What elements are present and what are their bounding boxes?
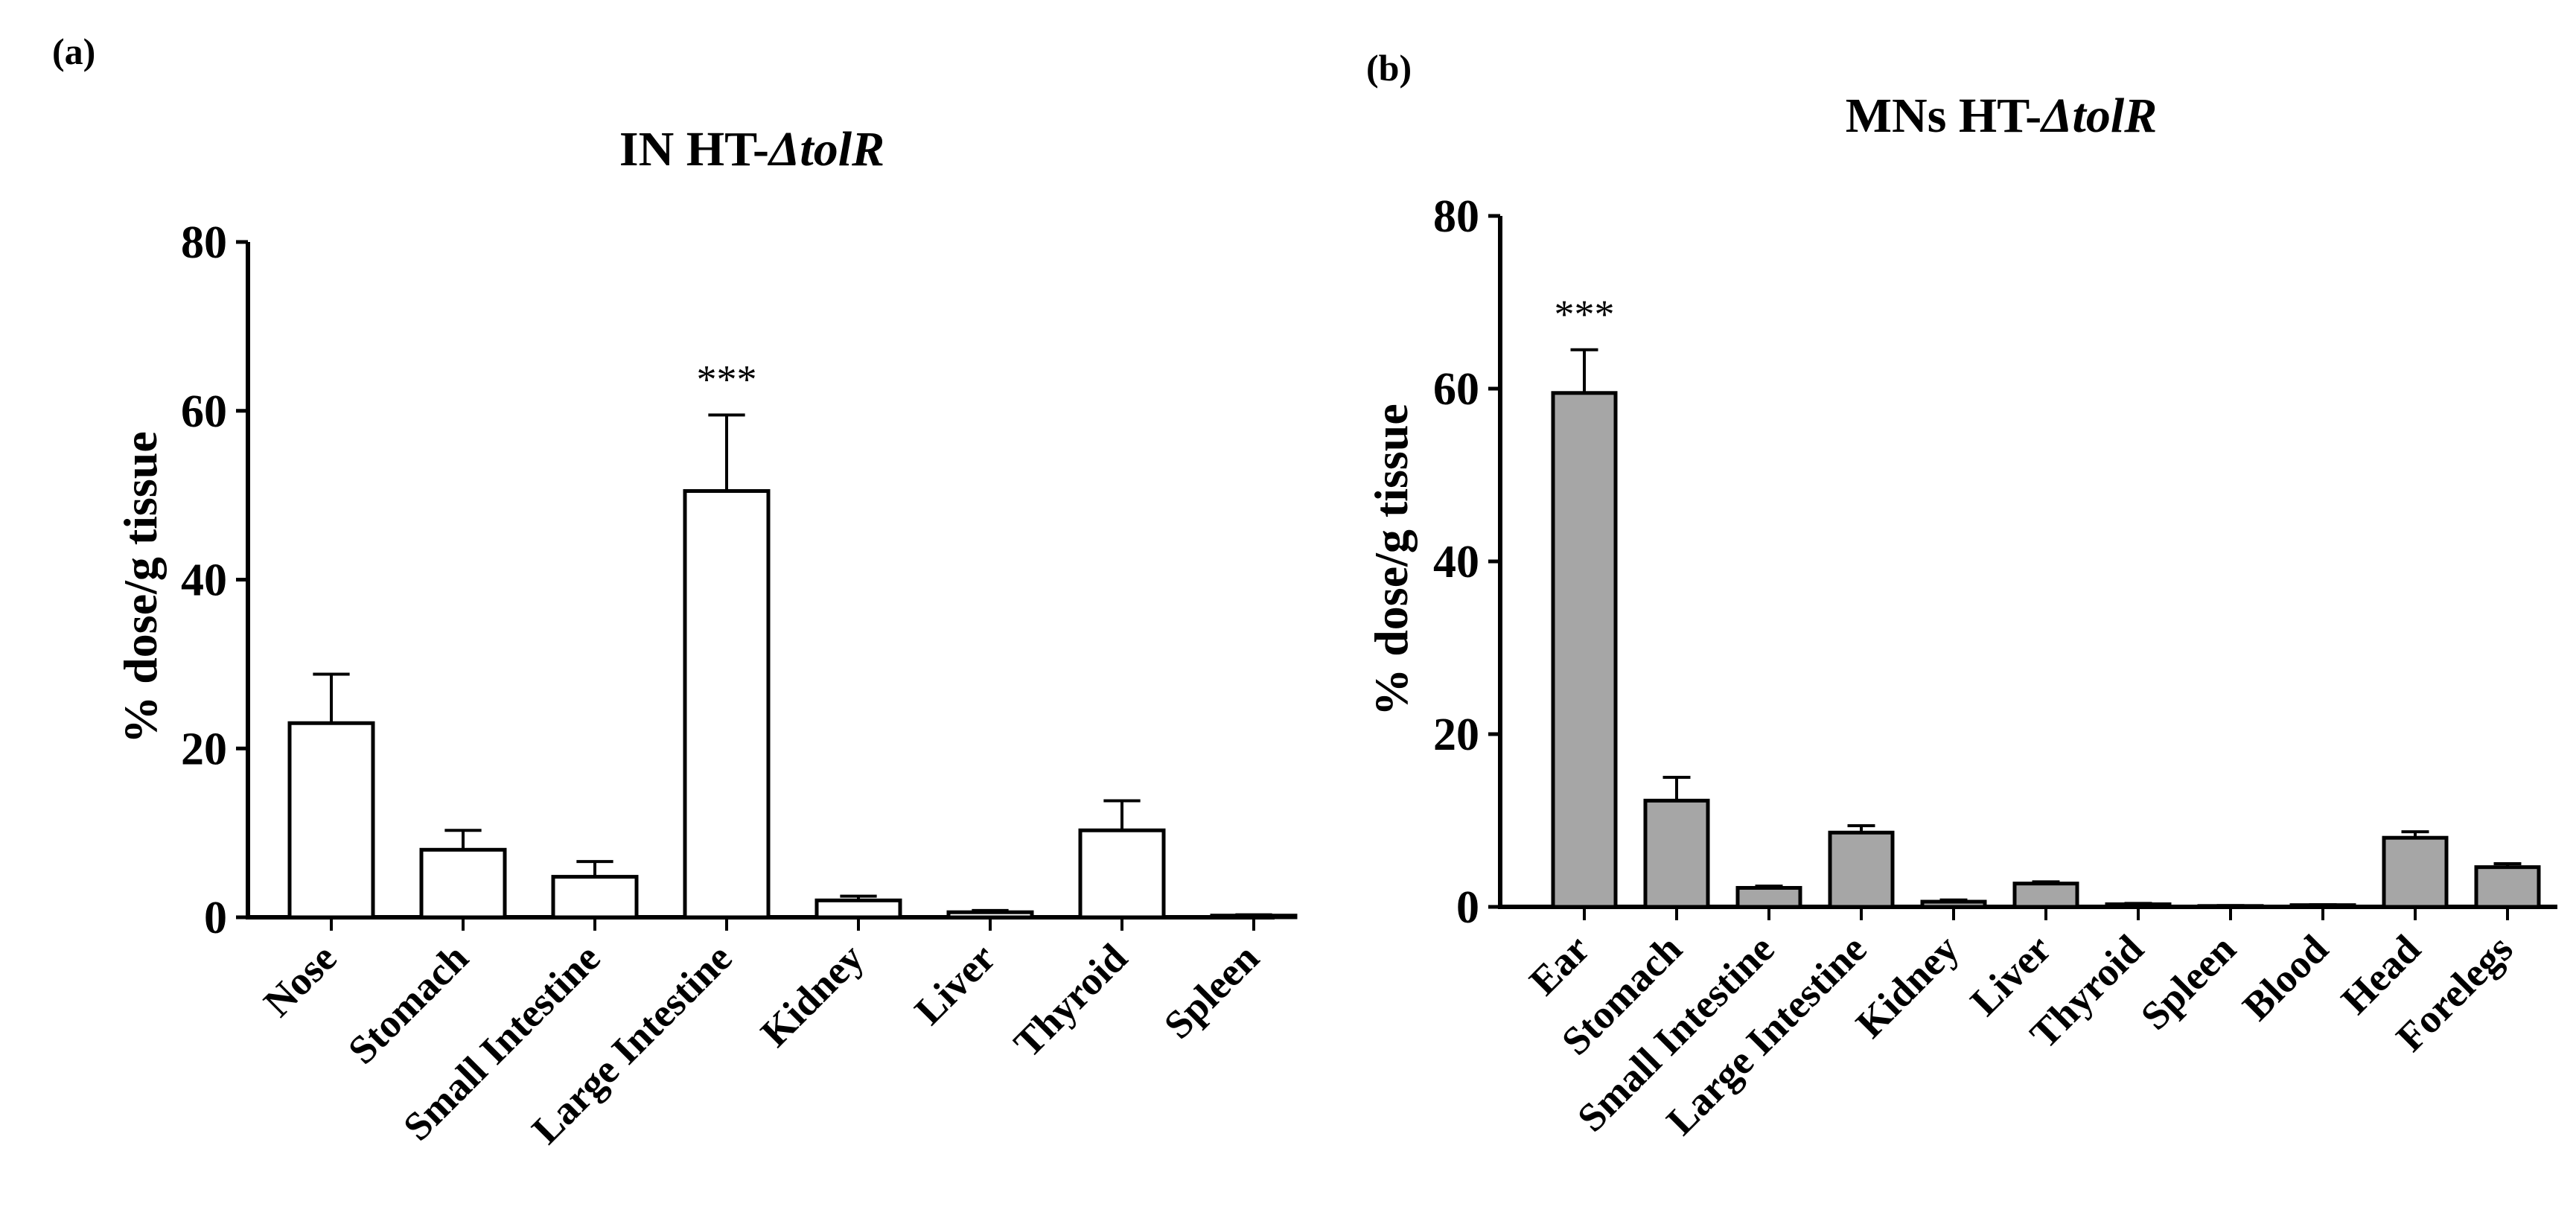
panel-a-ytick-label: 0 [204, 893, 227, 943]
panel-a-title: IN HT-ΔtolR [619, 122, 884, 176]
panel-a-label: (a) [52, 31, 95, 72]
panel-b-bar [1643, 798, 1710, 909]
panel-a-significance-label: *** [697, 357, 757, 401]
panel-b-bar [2012, 882, 2079, 909]
panel-b-ylabel: % dose/g tissue [1365, 404, 1418, 716]
panel-a-ytick-label: 20 [181, 724, 227, 774]
panel-b-bar [2382, 835, 2449, 909]
panel-b-ytick-label: 0 [1456, 882, 1479, 933]
panel-a-ytick-label: 60 [181, 386, 227, 437]
panel-a-category-label: Stomach [339, 935, 477, 1073]
panel-a-ytick-label: 40 [181, 555, 227, 606]
panel-a-bar [814, 898, 902, 920]
panel-a-bar [1078, 828, 1166, 920]
panel-b-bar [2474, 865, 2541, 909]
panel-a-bar [683, 488, 771, 920]
panel-b-ytick-label: 40 [1433, 537, 1479, 587]
panel-a-category-label: Liver [906, 935, 1004, 1033]
panel-b-ytick-label: 60 [1433, 364, 1479, 415]
panel-b-bar [2289, 903, 2356, 909]
panel-b-category-label: Spleen [2132, 926, 2245, 1039]
panel-b-title-text: MNs HT- [1846, 89, 2041, 143]
panel-a-title-italic: ΔtolR [767, 122, 884, 176]
panel-a-category-label: Kidney [752, 935, 872, 1055]
panel-b-bar [1551, 391, 1618, 909]
panel-b-ytick-label: 80 [1433, 191, 1479, 242]
panel-b-category-label: Blood [2234, 926, 2337, 1029]
panel-a-ylabel: % dose/g tissue [114, 431, 167, 744]
panel-a-title-text: IN HT- [619, 122, 769, 176]
panel-b-bar [2197, 904, 2264, 909]
panel-b-ytick-label: 20 [1433, 710, 1479, 760]
panel-b-bar [2105, 902, 2172, 909]
panel-b-bar [1735, 885, 1802, 909]
panel-b-bar [1828, 830, 1895, 909]
panel-b-label: (b) [1366, 47, 1412, 89]
panel-a-category-label: Thyroid [1005, 935, 1135, 1065]
panel-a-ytick-label: 80 [181, 217, 227, 268]
panel-a-bar [419, 847, 507, 920]
panel-a-category-label: Nose [255, 935, 345, 1025]
panel-a-bar [551, 875, 639, 920]
panel-a-bar [287, 721, 375, 920]
panel-b-title-italic: ΔtolR [2039, 89, 2157, 143]
panel-b-significance-label: *** [1555, 292, 1615, 337]
panel-a-bar [1210, 914, 1298, 920]
panel-a-category-label: Spleen [1155, 935, 1268, 1048]
panel-b-title: MNs HT-ΔtolR [1846, 89, 2158, 143]
panel-b-bar [1920, 899, 1987, 909]
panel-b-category-label: Kidney [1847, 926, 1967, 1046]
panel-b-category-label: Ear [1521, 926, 1598, 1004]
panel-a-bar [946, 910, 1034, 920]
